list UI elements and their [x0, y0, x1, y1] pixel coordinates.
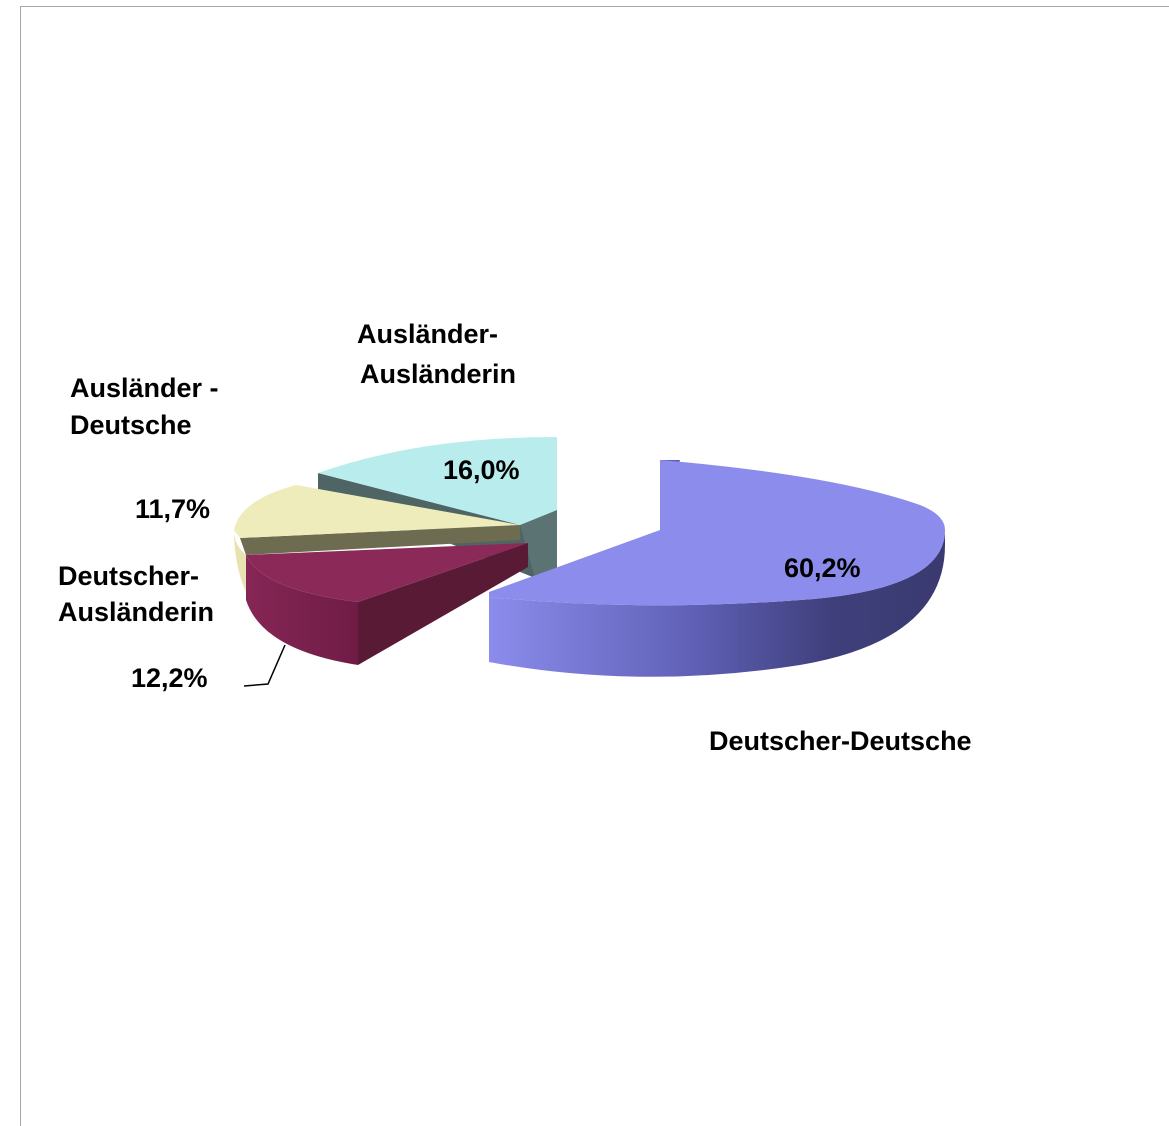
chart-frame — [20, 6, 1169, 1126]
label-dd-pct: 60,2% — [784, 553, 861, 583]
label-aa-name-2: Ausländerin — [360, 359, 516, 389]
slice-ad-side — [240, 525, 520, 555]
slice-dd-outer — [489, 530, 945, 677]
label-da-name-2: Ausländerin — [58, 597, 214, 627]
slice-auslaender-deutsche — [234, 485, 520, 592]
slice-da-top — [246, 543, 528, 602]
slice-ad-top — [234, 485, 520, 538]
slice-aa-side-right — [520, 510, 557, 578]
label-ad-name-1: Ausländer - — [70, 373, 219, 403]
slice-deutscher-auslaenderin — [246, 543, 528, 665]
leader-line-da — [243, 644, 286, 687]
label-da-pct: 12,2% — [131, 663, 208, 693]
label-ad-name-2: Deutsche — [70, 410, 192, 440]
label-da-name-1: Deutscher- — [58, 561, 199, 591]
slice-da-outer — [246, 555, 358, 665]
label-aa-name-1: Ausländer- — [357, 319, 498, 349]
slice-aa-top — [318, 437, 557, 525]
slice-deutscher-deutsche — [489, 460, 945, 677]
label-ad-pct: 11,7% — [135, 494, 210, 524]
slice-ad-side-left — [234, 530, 246, 592]
slice-da-cut — [358, 543, 528, 665]
slice-dd-top — [489, 460, 945, 606]
label-aa-pct: 16,0% — [443, 455, 520, 485]
label-dd-name: Deutscher-Deutsche — [709, 726, 972, 756]
